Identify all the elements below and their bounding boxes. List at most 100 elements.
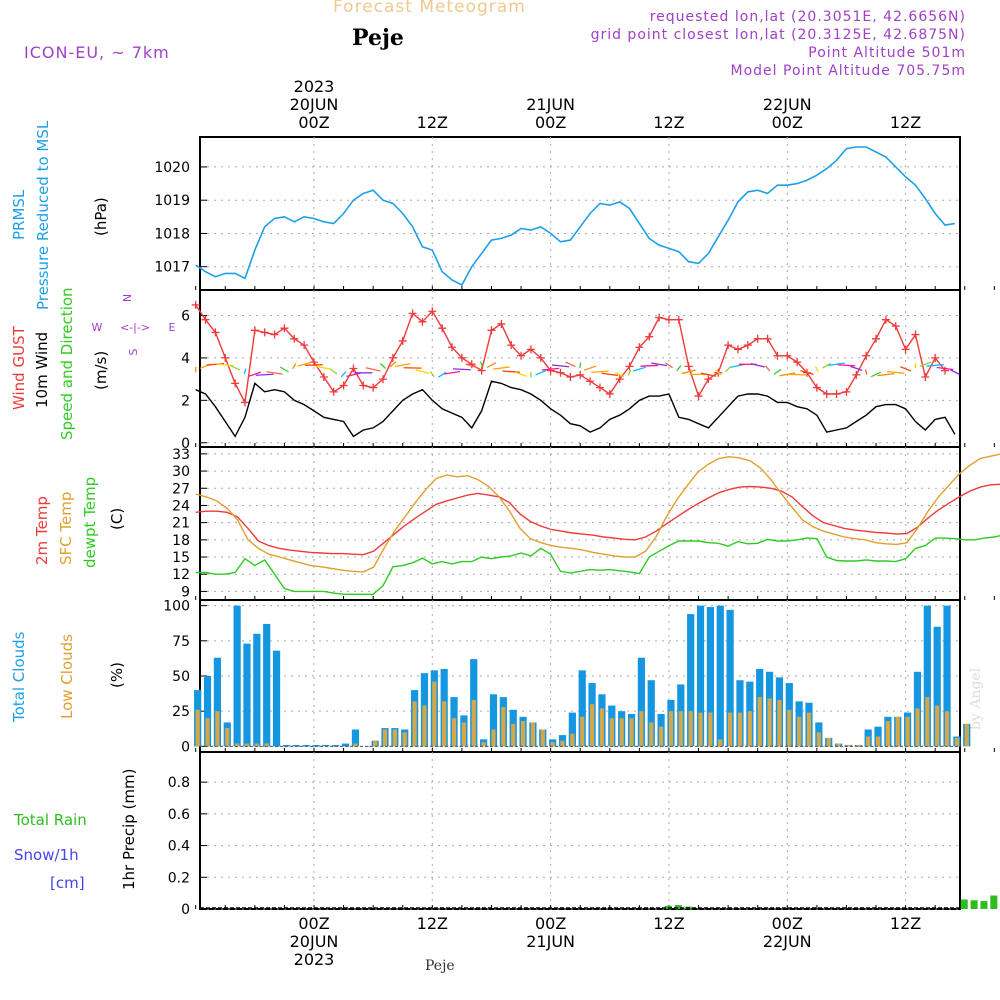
low-cloud-bar	[511, 723, 516, 747]
low-cloud-bar	[501, 706, 506, 747]
gust-marker	[625, 362, 634, 371]
gust-marker	[576, 370, 585, 379]
low-cloud-bar	[856, 744, 861, 747]
wind-arrow	[800, 369, 814, 375]
cloud-unit: (%)	[108, 662, 126, 688]
wind-arrow	[822, 362, 832, 369]
low-cloud-bar	[520, 721, 526, 747]
gust-marker	[556, 368, 565, 377]
wind-arrow	[340, 371, 347, 378]
gust-marker	[221, 353, 230, 362]
gust-marker	[319, 372, 328, 381]
gust-marker	[595, 383, 604, 392]
gust-marker	[822, 389, 831, 398]
low-cloud-bar	[254, 743, 259, 747]
gust-line	[195, 304, 946, 405]
chart-title: Forecast Meteogram	[333, 0, 526, 17]
gust-marker	[260, 328, 269, 337]
low-cloud-bar	[570, 733, 575, 747]
time-label-bottom: 2023	[294, 950, 335, 969]
total-cloud-bar	[272, 650, 281, 747]
low-cloud-bar	[392, 729, 397, 747]
low-cloud-bar	[215, 711, 220, 747]
gust-marker	[250, 326, 259, 335]
gust-marker	[724, 341, 733, 350]
y-tick-label: 21	[172, 516, 190, 532]
total-cloud-bar	[341, 743, 350, 747]
gust-marker	[891, 322, 900, 331]
low-cloud-bar	[530, 722, 536, 747]
y-tick-label: 1019	[154, 193, 190, 209]
wind-arrow	[926, 364, 944, 367]
gust-marker	[467, 360, 476, 369]
y-tick-label: 30	[172, 464, 190, 480]
low-cloud-bar	[412, 701, 417, 747]
low-cloud-bar	[718, 739, 723, 747]
low-cloud-bar	[737, 712, 743, 747]
total-cloud-bar	[716, 605, 724, 747]
low-cloud-bar	[205, 718, 210, 747]
time-label-top: 22JUN	[763, 95, 812, 114]
low-cloud-bar	[846, 744, 851, 747]
pressure-line	[195, 146, 956, 287]
gust-marker	[773, 351, 782, 360]
wind-arrow	[887, 370, 905, 374]
low-cloud-bar	[244, 743, 250, 747]
low-cloud-bar	[777, 699, 782, 747]
gust-marker	[477, 366, 486, 375]
low-cloud-bar	[461, 722, 466, 747]
gust-marker	[201, 315, 210, 324]
wind-arrow	[664, 362, 673, 369]
gust-marker	[743, 341, 752, 350]
total-cloud-bar	[489, 694, 498, 747]
low-cloud-bar	[698, 712, 703, 747]
low-cloud-bar	[382, 729, 388, 747]
precip-label: 1hr Precip (mm)	[120, 769, 138, 890]
gust-marker	[586, 377, 595, 386]
sfc-temp-line	[195, 453, 1000, 573]
gust-marker	[842, 387, 851, 396]
low-cloud-bar	[757, 697, 762, 747]
wind-direction-arrows	[195, 361, 960, 378]
y-tick-label: 4	[181, 351, 190, 367]
compass-w: W	[92, 321, 103, 334]
wind-arrow	[919, 361, 932, 367]
total-cloud-bar	[292, 744, 300, 747]
y-tick-label: 12	[172, 567, 190, 583]
snow-legend: Snow/1h	[14, 846, 79, 864]
low-cloud-bar	[797, 716, 802, 747]
total-cloud-bar	[726, 609, 734, 747]
low-cloud-bar	[422, 705, 427, 747]
location-title: Peje	[352, 25, 404, 51]
requested-coords: requested lon,lat (20.3051E, 42.6656N)	[649, 9, 966, 25]
gust-marker	[497, 319, 506, 328]
wind-arrow	[632, 366, 646, 372]
y-tick-label: 0.4	[168, 839, 190, 855]
total-cloud-bar	[637, 657, 645, 747]
wind-arrow	[429, 371, 435, 378]
wind-arrow	[584, 365, 597, 371]
low-cloud-bar	[609, 718, 614, 747]
compass-rose: N W E <-|-> S	[92, 294, 176, 356]
temp-unit: (C)	[108, 508, 126, 530]
low-cloud-bar	[481, 742, 486, 747]
gust-marker	[635, 343, 644, 352]
gust-marker	[369, 383, 378, 392]
total-cloud-bar	[943, 605, 951, 747]
gust-marker	[911, 330, 920, 339]
wind-arrow	[614, 371, 625, 378]
y-tick-label: 1018	[154, 226, 190, 242]
rain-bar	[990, 895, 998, 909]
total-cloud-bar	[233, 605, 241, 747]
wind-arrow	[206, 362, 225, 366]
total-cloud-bar	[302, 744, 310, 747]
wind-arrow	[529, 371, 532, 378]
total-cloud-bar	[282, 744, 291, 747]
low-cloud-bar	[402, 732, 407, 747]
time-label-top: 00Z	[772, 113, 803, 132]
gust-marker	[339, 381, 348, 390]
rain-bar	[674, 905, 682, 909]
total-cloud-bar	[578, 670, 586, 747]
